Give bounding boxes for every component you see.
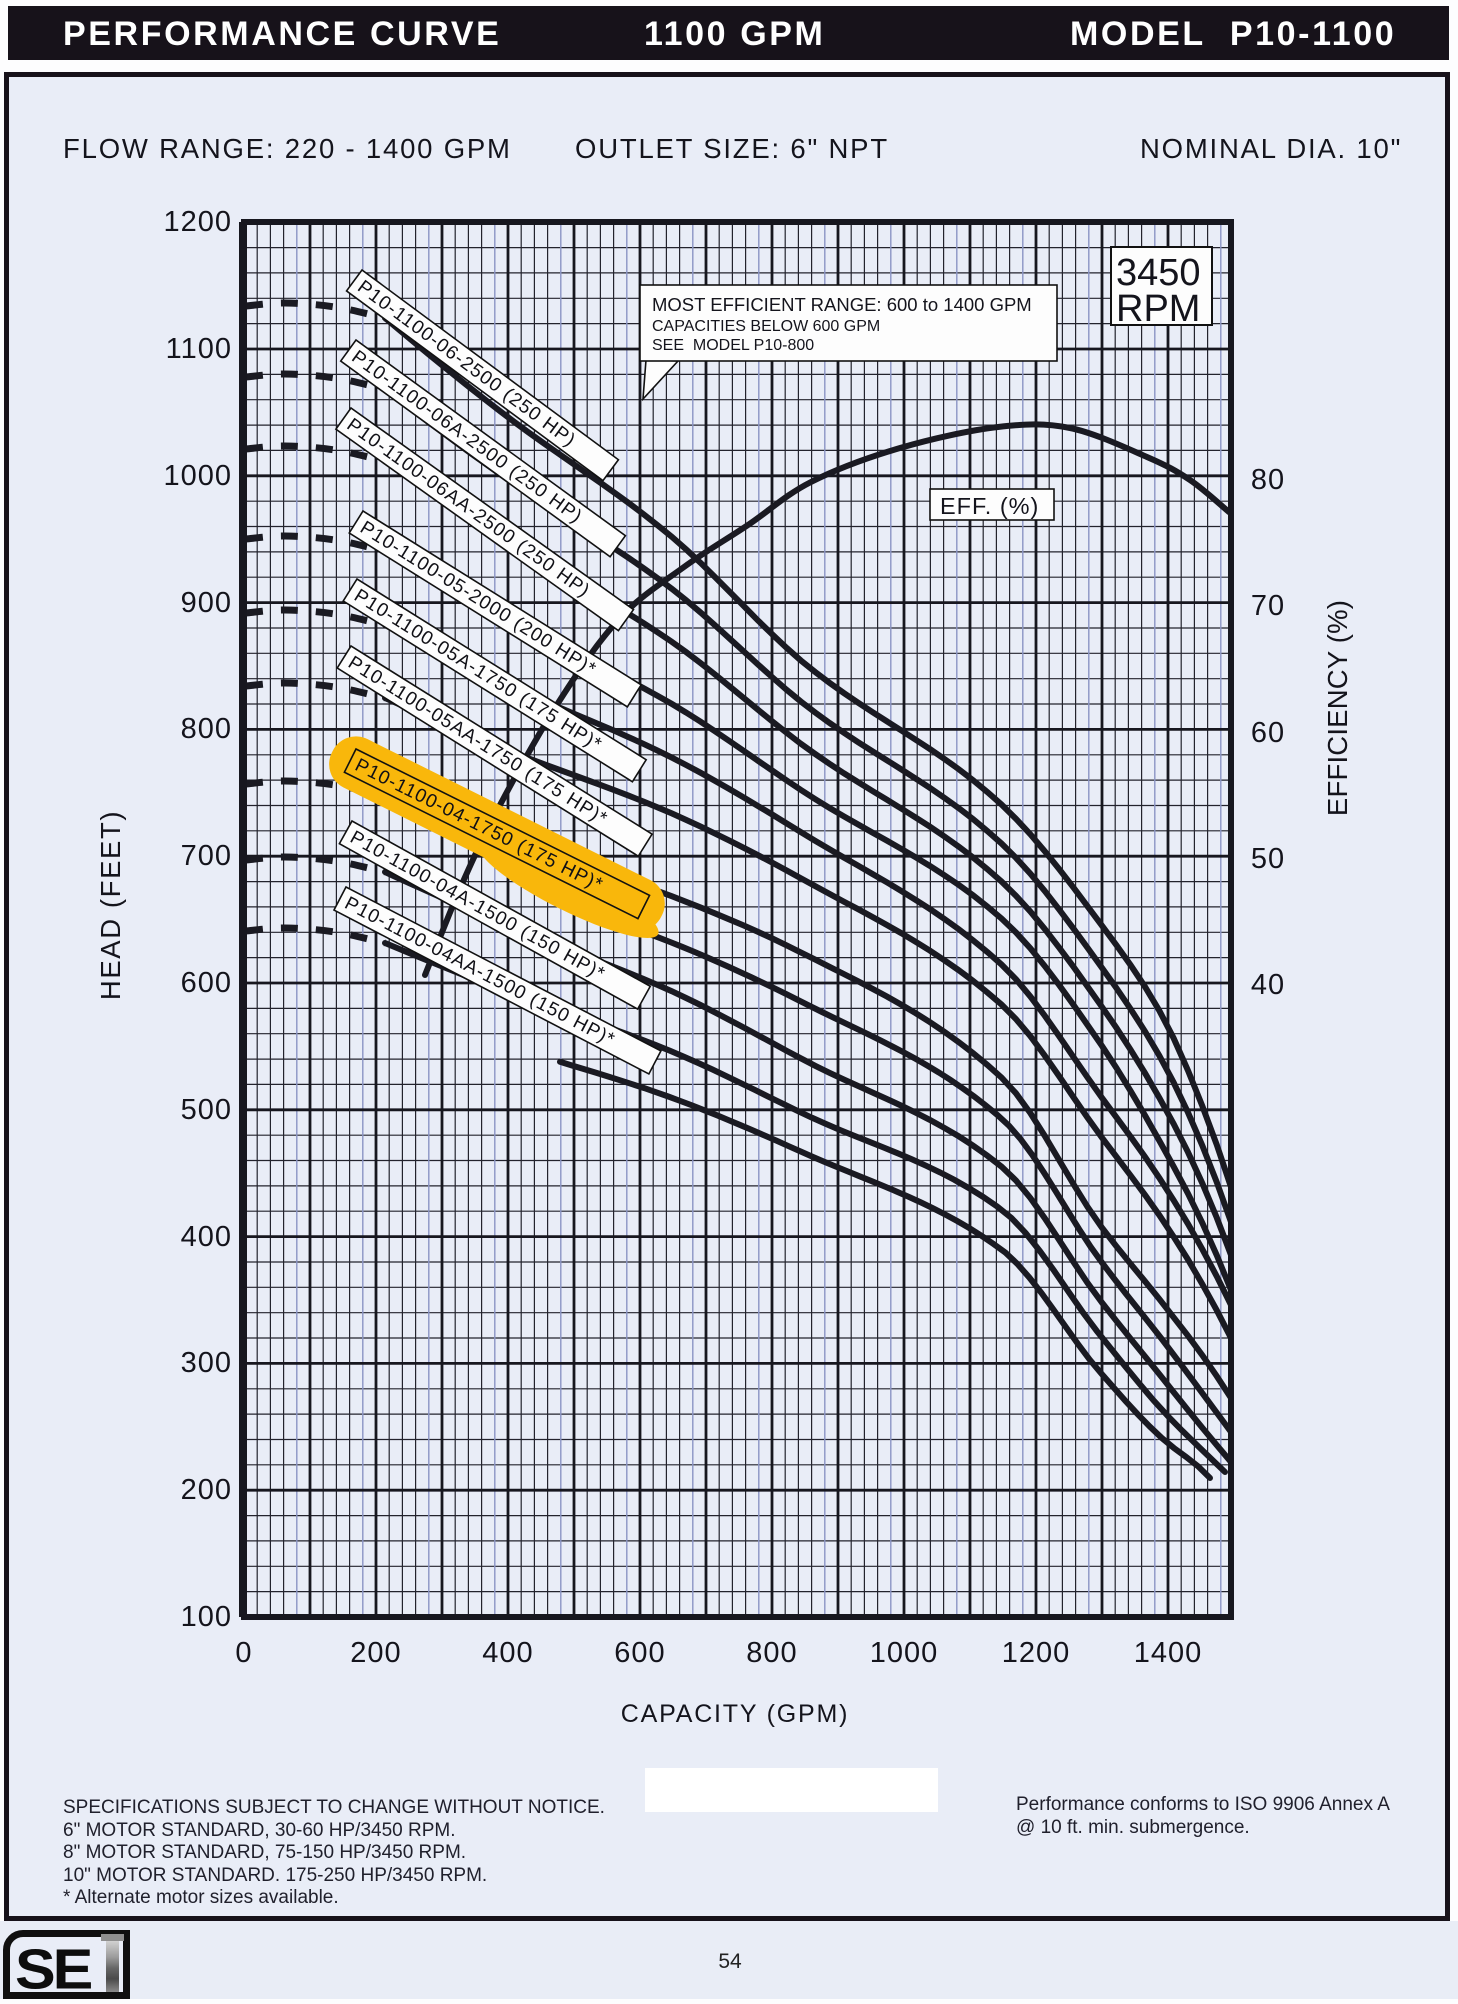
svg-text:100: 100 [181, 1601, 232, 1633]
svg-text:EFFICIENCY (%): EFFICIENCY (%) [1322, 600, 1353, 816]
svg-text:500: 500 [181, 1094, 232, 1126]
svg-text:RPM: RPM [1116, 288, 1200, 330]
svg-text:800: 800 [746, 1637, 797, 1669]
svg-text:400: 400 [181, 1221, 232, 1253]
svg-text:1000: 1000 [870, 1637, 939, 1669]
svg-text:EFF. (%): EFF. (%) [940, 493, 1039, 519]
svg-text:200: 200 [350, 1637, 401, 1669]
svg-text:SEE MODEL P10-800: SEE MODEL P10-800 [652, 337, 814, 354]
svg-text:0: 0 [235, 1637, 252, 1669]
svg-text:1400: 1400 [1134, 1637, 1203, 1669]
svg-text:1200: 1200 [163, 206, 232, 238]
svg-text:1200: 1200 [1002, 1637, 1071, 1669]
svg-text:HEAD (FEET): HEAD (FEET) [95, 810, 126, 1000]
svg-text:40: 40 [1251, 969, 1285, 1001]
svg-text:80: 80 [1251, 464, 1285, 496]
svg-text:600: 600 [614, 1637, 665, 1669]
svg-text:900: 900 [181, 587, 232, 619]
svg-text:MOST EFFICIENT RANGE: 600 to 1: MOST EFFICIENT RANGE: 600 to 1400 GPM [652, 294, 1032, 315]
svg-text:700: 700 [181, 840, 232, 872]
svg-text:CAPACITY (GPM): CAPACITY (GPM) [621, 1700, 849, 1728]
svg-text:800: 800 [181, 713, 232, 745]
svg-text:CAPACITIES BELOW 600 GPM: CAPACITIES BELOW 600 GPM [652, 318, 880, 335]
svg-text:70: 70 [1251, 590, 1285, 622]
svg-text:50: 50 [1251, 843, 1285, 875]
svg-text:1100: 1100 [166, 333, 232, 365]
svg-text:600: 600 [181, 967, 232, 999]
svg-text:300: 300 [181, 1347, 232, 1379]
svg-text:200: 200 [181, 1474, 232, 1506]
svg-text:60: 60 [1251, 717, 1285, 749]
svg-text:3450: 3450 [1116, 252, 1201, 294]
svg-text:400: 400 [482, 1637, 533, 1669]
svg-text:1000: 1000 [163, 460, 232, 492]
